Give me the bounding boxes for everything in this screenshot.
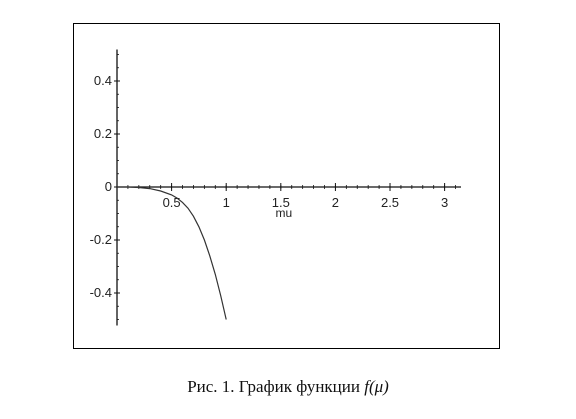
figure-caption: Рис. 1. График функции f(μ) [0, 377, 576, 397]
x-axis-ticks: 0.5 1 1.5 2 2.5 3 [127, 183, 456, 210]
x-axis-label: mu [275, 206, 292, 220]
caption-function: f(μ) [364, 377, 389, 396]
x-tick-label: 3 [441, 195, 448, 210]
x-tick-label: 1 [223, 195, 230, 210]
x-tick-label: 1.5 [272, 195, 290, 210]
y-tick-label: 0.4 [94, 73, 112, 88]
figure-frame: -0.4 -0.2 0 0.2 0.4 0.5 1 1.5 2 2.5 3 mu [73, 23, 500, 349]
x-tick-label: 2.5 [381, 195, 399, 210]
series-layer [117, 186, 227, 320]
y-axis-ticks: -0.4 -0.2 0 0.2 0.4 [90, 54, 120, 320]
y-tick-label: 0.2 [94, 126, 112, 141]
y-tick-label: -0.4 [90, 285, 112, 300]
y-tick-label: 0 [105, 179, 112, 194]
x-tick-label: 2 [332, 195, 339, 210]
x-tick-label: 0.5 [163, 195, 181, 210]
series-line [117, 186, 227, 320]
caption-label: Рис. 1. [187, 377, 235, 396]
chart-plot: -0.4 -0.2 0 0.2 0.4 0.5 1 1.5 2 2.5 3 mu [90, 49, 461, 326]
y-tick-label: -0.2 [90, 232, 112, 247]
chart-axes [116, 49, 461, 326]
caption-text: График функции [238, 377, 360, 396]
